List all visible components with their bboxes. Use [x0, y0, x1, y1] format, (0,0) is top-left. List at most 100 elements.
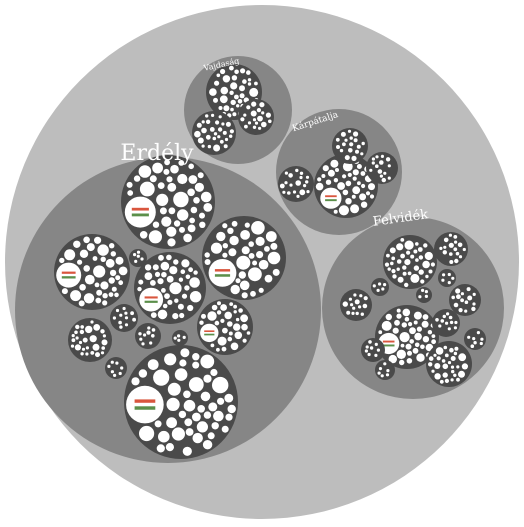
leaf-circle[interactable] — [299, 171, 304, 175]
leaf-circle[interactable] — [216, 73, 221, 78]
leaf-circle[interactable] — [59, 257, 65, 264]
cluster-felvidek[interactable] — [464, 328, 486, 350]
leaf-circle[interactable] — [360, 152, 364, 156]
leaf-circle[interactable] — [268, 119, 272, 124]
leaf-circle[interactable] — [396, 267, 400, 271]
leaf-circle[interactable] — [199, 212, 205, 219]
leaf-circle[interactable] — [303, 184, 307, 188]
leaf-circle[interactable] — [159, 207, 167, 215]
leaf-circle[interactable] — [390, 261, 394, 266]
leaf-circle[interactable] — [70, 344, 75, 348]
leaf-circle[interactable] — [383, 283, 387, 287]
leaf-circle[interactable] — [233, 310, 237, 314]
leaf-circle[interactable] — [200, 391, 211, 402]
leaf-circle[interactable] — [402, 308, 411, 317]
leaf-circle[interactable] — [234, 69, 239, 75]
leaf-circle[interactable] — [225, 121, 231, 127]
leaf-circle[interactable] — [241, 292, 248, 299]
leaf-circle[interactable] — [441, 359, 446, 363]
leaf-circle[interactable] — [416, 326, 422, 332]
leaf-circle[interactable] — [210, 343, 215, 348]
leaf-circle[interactable] — [189, 291, 202, 303]
leaf-circle[interactable] — [236, 104, 240, 108]
leaf-circle[interactable] — [250, 290, 256, 297]
leaf-circle[interactable] — [472, 302, 476, 306]
leaf-circle[interactable] — [441, 278, 445, 282]
leaf-circle[interactable] — [133, 175, 141, 182]
leaf-circle[interactable] — [246, 105, 251, 110]
leaf-circle[interactable] — [473, 341, 477, 345]
cluster-circle[interactable] — [371, 278, 389, 296]
leaf-circle[interactable] — [251, 101, 257, 107]
leaf-circle[interactable] — [384, 262, 390, 267]
leaf-circle[interactable] — [167, 238, 176, 247]
leaf-circle[interactable] — [126, 181, 133, 188]
leaf-circle[interactable] — [282, 190, 286, 194]
leaf-circle[interactable] — [131, 377, 140, 386]
leaf-circle[interactable] — [402, 271, 407, 276]
leaf-circle[interactable] — [430, 262, 435, 267]
leaf-circle[interactable] — [472, 337, 476, 341]
leaf-circle[interactable] — [335, 168, 339, 172]
leaf-circle[interactable] — [212, 136, 217, 141]
leaf-circle[interactable] — [220, 304, 228, 311]
leaf-circle[interactable] — [372, 284, 376, 288]
cluster-felvidek[interactable] — [371, 278, 389, 296]
cluster-circle[interactable] — [172, 330, 188, 346]
leaf-circle[interactable] — [95, 352, 100, 358]
cluster-felvidek[interactable] — [426, 341, 472, 387]
cluster-circle[interactable] — [375, 360, 395, 380]
leaf-circle[interactable] — [90, 320, 94, 324]
leaf-circle[interactable] — [342, 301, 348, 307]
leaf-circle[interactable] — [454, 258, 459, 264]
leaf-circle[interactable] — [407, 271, 412, 276]
leaf-circle[interactable] — [414, 342, 420, 348]
leaf-circle[interactable] — [418, 255, 424, 260]
leaf-circle[interactable] — [295, 180, 302, 186]
leaf-circle[interactable] — [107, 364, 111, 368]
leaf-circle[interactable] — [236, 255, 251, 270]
leaf-circle[interactable] — [428, 362, 433, 367]
leaf-circle[interactable] — [402, 265, 407, 270]
cluster-erdely[interactable] — [135, 323, 161, 349]
leaf-circle[interactable] — [458, 255, 463, 259]
leaf-circle[interactable] — [230, 107, 234, 112]
leaf-circle[interactable] — [243, 113, 247, 117]
leaf-circle[interactable] — [138, 165, 152, 178]
leaf-circle[interactable] — [230, 99, 236, 106]
leaf-circle[interactable] — [194, 182, 204, 192]
leaf-circle[interactable] — [93, 265, 106, 278]
leaf-circle[interactable] — [422, 336, 430, 343]
leaf-circle[interactable] — [228, 248, 237, 257]
leaf-circle[interactable] — [73, 240, 81, 248]
leaf-circle[interactable] — [388, 354, 397, 364]
leaf-circle[interactable] — [217, 135, 221, 139]
leaf-circle[interactable] — [136, 250, 141, 254]
leaf-circle[interactable] — [416, 353, 425, 362]
leaf-circle[interactable] — [450, 378, 454, 382]
leaf-circle[interactable] — [71, 334, 75, 338]
leaf-circle[interactable] — [187, 304, 194, 312]
leaf-circle[interactable] — [360, 201, 368, 208]
leaf-circle[interactable] — [447, 361, 452, 365]
leaf-circle[interactable] — [365, 191, 371, 196]
leaf-circle[interactable] — [342, 142, 346, 147]
leaf-circle[interactable] — [239, 280, 250, 291]
leaf-circle[interactable] — [248, 253, 255, 259]
leaf-circle[interactable] — [443, 245, 447, 249]
leaf-circle[interactable] — [61, 288, 68, 295]
leaf-circle[interactable] — [95, 297, 102, 304]
leaf-circle[interactable] — [204, 252, 210, 258]
leaf-circle[interactable] — [455, 288, 461, 294]
leaf-circle[interactable] — [239, 93, 245, 99]
leaf-circle[interactable] — [85, 325, 93, 334]
leaf-circle[interactable] — [321, 174, 326, 178]
leaf-circle[interactable] — [325, 179, 332, 185]
leaf-circle[interactable] — [213, 132, 218, 136]
leaf-circle[interactable] — [408, 322, 413, 327]
leaf-circle[interactable] — [442, 363, 449, 370]
leaf-circle[interactable] — [400, 253, 405, 259]
leaf-circle[interactable] — [92, 343, 100, 351]
leaf-circle[interactable] — [368, 340, 372, 344]
cluster-erdely[interactable] — [68, 318, 112, 362]
